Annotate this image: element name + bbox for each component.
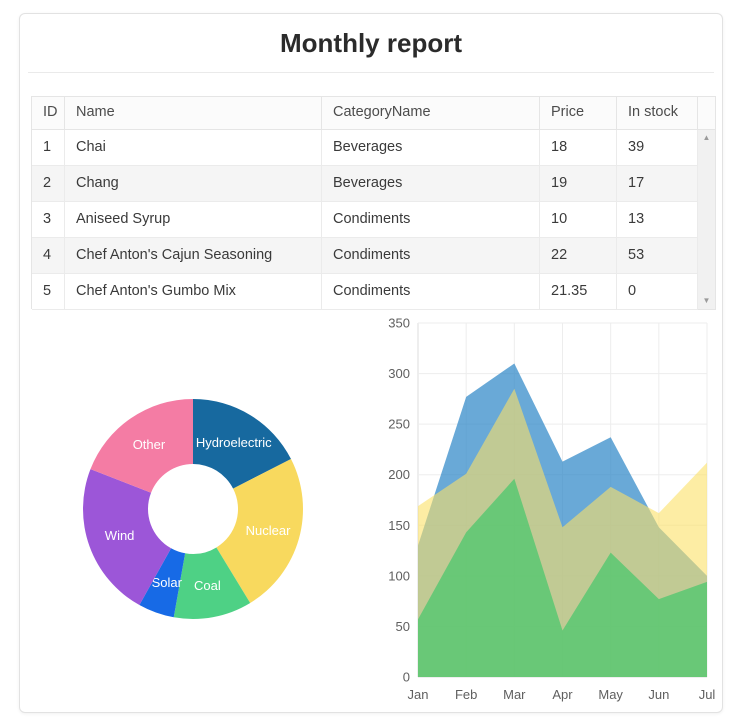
table-cell: 21.35 [540, 274, 617, 310]
table-cell: 2 [32, 166, 65, 202]
table-header-cell: CategoryName [322, 97, 540, 130]
x-axis-tick-label: May [598, 687, 623, 702]
table-cell: 5 [32, 274, 65, 310]
table-cell: 18 [540, 130, 617, 166]
table-cell: 4 [32, 238, 65, 274]
donut-segment-label: Coal [194, 578, 221, 593]
table-cell: 13 [617, 202, 698, 238]
y-axis-tick-label: 250 [388, 417, 410, 432]
donut-segment-label: Wind [105, 528, 135, 543]
x-axis-tick-label: Feb [455, 687, 477, 702]
table-cell: 22 [540, 238, 617, 274]
table-cell: 1 [32, 130, 65, 166]
donut-segment-label: Nuclear [246, 523, 291, 538]
y-axis-tick-label: 350 [388, 316, 410, 331]
x-axis-tick-label: Apr [552, 687, 573, 702]
table-cell: Aniseed Syrup [65, 202, 322, 238]
table-scrollbar[interactable]: ▲ ▼ [698, 130, 716, 310]
table-cell: Beverages [322, 166, 540, 202]
table-cell: Beverages [322, 130, 540, 166]
donut-segment-hydroelectric [193, 399, 292, 489]
table-cell: Condiments [322, 202, 540, 238]
area-chart: 0 50 100 150 200 250 300 350 Jan Feb Mar Apr May Jun J… [388, 316, 716, 703]
donut-segment-label: Hydroelectric [196, 435, 272, 450]
report-card: Monthly report ID Name CategoryName Price In… [19, 13, 723, 713]
x-axis-tick-label: Jul [699, 687, 716, 702]
table-cell: 3 [32, 202, 65, 238]
table-header-cell: Name [65, 97, 322, 130]
table-header-cell: In stock [617, 97, 698, 130]
table-cell: Condiments [322, 238, 540, 274]
table-header-row: ID Name CategoryName Price In stock [32, 97, 716, 130]
donut-segment-coal [173, 547, 251, 619]
donut-segment-label: Other [133, 437, 166, 452]
x-axis-tick-label: Jan [408, 687, 429, 702]
donut-segment-solar [139, 548, 186, 618]
table-cell: 0 [617, 274, 698, 310]
donut-chart: Hydroelectric Nuclear Coal Solar Wind Other [83, 399, 303, 619]
donut-segment-label: Solar [152, 575, 183, 590]
table-cell: 53 [617, 238, 698, 274]
table-body: 1 Chai Beverages 18 39 2 Chang Beverages 19 17 3 An… [32, 130, 698, 310]
donut-segment-other [90, 399, 193, 493]
table-cell: 39 [617, 130, 698, 166]
table-cell: Chai [65, 130, 322, 166]
y-axis-tick-label: 0 [403, 670, 410, 685]
x-axis-tick-label: Mar [503, 687, 526, 702]
report-table: ID Name CategoryName Price In stock 1 Chai Bev… [31, 96, 716, 310]
table-header-cell: ID [32, 97, 65, 130]
page-title: Monthly report [28, 14, 714, 73]
x-axis-tick-label: Jun [648, 687, 669, 702]
table-header-cell: Price [540, 97, 617, 130]
scroll-up-icon[interactable]: ▲ [702, 133, 711, 142]
table-cell: Chef Anton's Cajun Seasoning [65, 238, 322, 274]
table-cell: Chef Anton's Gumbo Mix [65, 274, 322, 310]
table-header-scroll-spacer [698, 97, 716, 130]
table-cell: 19 [540, 166, 617, 202]
y-axis-tick-label: 100 [388, 568, 410, 583]
y-axis-tick-label: 150 [388, 518, 410, 533]
area-series-green [418, 478, 707, 677]
donut-segment-wind [83, 469, 172, 606]
y-axis-tick-label: 300 [388, 366, 410, 381]
scroll-down-icon[interactable]: ▼ [702, 296, 711, 305]
y-axis-tick-label: 50 [396, 619, 410, 634]
table-cell: 10 [540, 202, 617, 238]
table-cell: Condiments [322, 274, 540, 310]
donut-segment-nuclear [216, 459, 303, 603]
table-cell: 17 [617, 166, 698, 202]
table-cell: Chang [65, 166, 322, 202]
y-axis-tick-label: 200 [388, 467, 410, 482]
